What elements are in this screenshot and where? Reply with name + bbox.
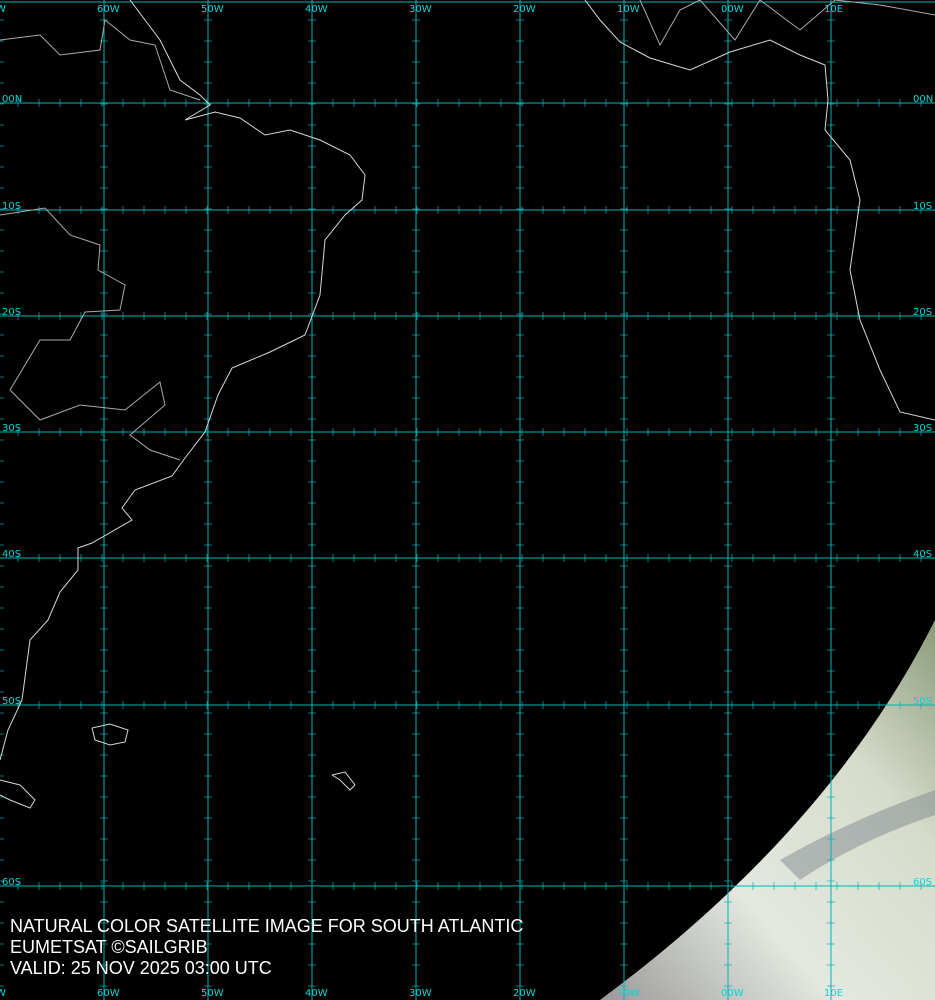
africa-coastline xyxy=(584,0,935,421)
daylight-cloud-region xyxy=(600,620,935,1000)
longitude-label-bottom: 00W xyxy=(721,988,744,999)
south-america-borders xyxy=(0,19,201,101)
longitude-label-top: 50W xyxy=(201,4,224,15)
longitude-label-top: 00W xyxy=(721,4,744,15)
latitude-label-left: 10S xyxy=(2,201,21,212)
longitude-label-bottom: 50W xyxy=(201,988,224,999)
south-georgia xyxy=(331,771,356,791)
latitude-label-right: 00N xyxy=(913,94,933,105)
longitude-label-bottom: 10E xyxy=(824,988,843,999)
longitude-label-bottom: 10W xyxy=(617,988,640,999)
falkland-islands xyxy=(91,723,129,746)
longitude-label-top: 30W xyxy=(409,4,432,15)
cloud-shadow-band xyxy=(780,790,935,880)
africa-borders xyxy=(639,0,935,47)
latitude-label-right: 10S xyxy=(913,201,932,212)
latitude-label-left: 60S xyxy=(2,877,21,888)
longitude-label-bottom: 30W xyxy=(409,988,432,999)
latitude-label-left: 40S xyxy=(2,549,21,560)
caption-valid-time: VALID: 25 NOV 2025 03:00 UTC xyxy=(10,958,272,978)
longitude-label-bottom: 40W xyxy=(305,988,328,999)
longitude-label-bottom: 20W xyxy=(513,988,536,999)
latitude-label-right: 50S xyxy=(913,696,932,707)
latitude-label-right: 30S xyxy=(913,423,932,434)
latitude-label-left: 00N xyxy=(2,94,22,105)
south-america-borders-inner xyxy=(0,207,181,461)
south-america-coastline xyxy=(0,0,366,761)
latitude-label-right: 60S xyxy=(913,877,932,888)
longitude-label-bottom: 60W xyxy=(97,988,120,999)
caption-title: NATURAL COLOR SATELLITE IMAGE FOR SOUTH … xyxy=(10,916,524,936)
longitude-label-top: W xyxy=(0,4,6,15)
latitude-label-left: 20S xyxy=(2,307,21,318)
latitude-label-left: 30S xyxy=(2,423,21,434)
latitude-label-left: 50S xyxy=(2,696,21,707)
caption-source: EUMETSAT ©SAILGRIB xyxy=(10,937,208,957)
longitude-label-top: 60W xyxy=(97,4,120,15)
coastlines xyxy=(0,0,935,809)
longitude-label-bottom: W xyxy=(0,988,6,999)
longitude-label-top: 10W xyxy=(617,4,640,15)
longitude-label-top: 20W xyxy=(513,4,536,15)
tierra-del-fuego xyxy=(0,779,36,809)
latitude-label-right: 40S xyxy=(913,549,932,560)
longitude-label-top: 10E xyxy=(824,4,843,15)
latitude-label-right: 20S xyxy=(913,307,932,318)
longitude-label-top: 40W xyxy=(305,4,328,15)
